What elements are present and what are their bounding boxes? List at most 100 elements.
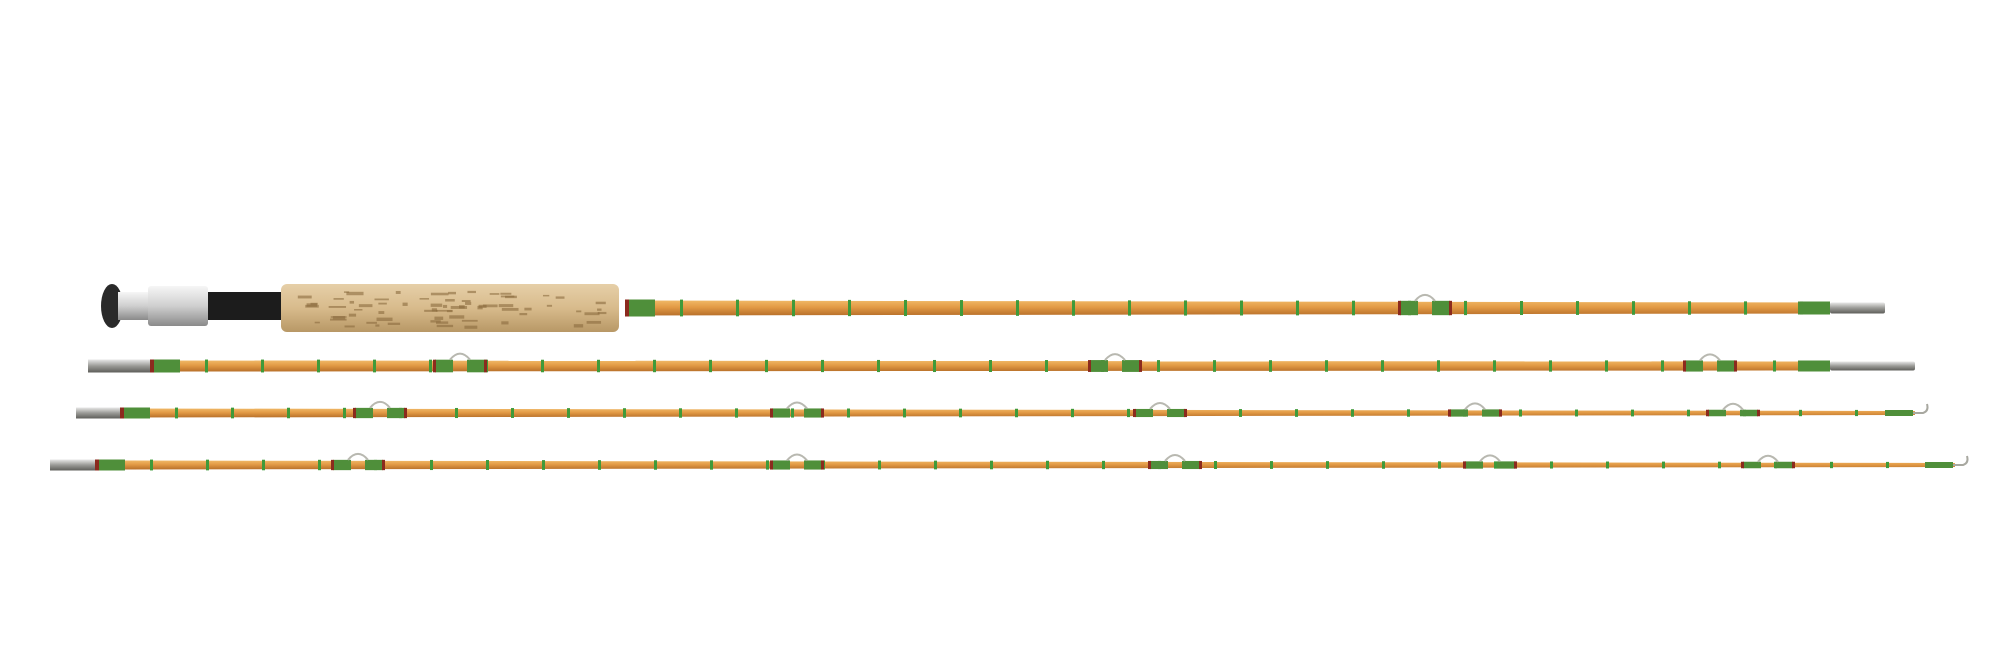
cork-speck bbox=[332, 316, 346, 320]
intermediate-wrap bbox=[654, 460, 657, 470]
guide-tipping bbox=[1139, 360, 1142, 372]
guide-wrap bbox=[1090, 360, 1108, 372]
cork-speck bbox=[448, 291, 456, 295]
intermediate-wrap bbox=[1270, 461, 1273, 469]
intermediate-wrap bbox=[1325, 360, 1328, 372]
cork-speck bbox=[366, 321, 377, 324]
guide-wrap bbox=[1122, 360, 1140, 372]
cork-speck bbox=[374, 298, 389, 301]
intermediate-wrap bbox=[848, 299, 851, 317]
intermediate-wrap bbox=[1773, 360, 1776, 372]
intermediate-wrap bbox=[934, 460, 937, 470]
intermediate-wrap bbox=[542, 460, 545, 470]
cork-speck bbox=[328, 305, 347, 308]
snake-guide bbox=[1699, 353, 1721, 362]
intermediate-wrap bbox=[430, 459, 433, 471]
guide-wrap bbox=[1685, 360, 1703, 372]
intermediate-wrap bbox=[766, 460, 769, 470]
intermediate-wrap bbox=[486, 460, 489, 470]
snake-guide bbox=[1479, 454, 1501, 463]
cork-speck bbox=[482, 304, 498, 308]
snake-guide bbox=[1104, 353, 1126, 361]
tip-top bbox=[1953, 455, 1969, 466]
reel-seat-nut bbox=[148, 286, 208, 326]
cork-speck bbox=[306, 303, 318, 307]
snake-guide bbox=[1414, 293, 1436, 302]
intermediate-wrap bbox=[511, 408, 514, 418]
cork-speck bbox=[445, 299, 455, 302]
cork-grip bbox=[281, 284, 619, 332]
intermediate-wrap bbox=[1046, 460, 1049, 470]
rod-section bbox=[50, 452, 1969, 471]
guide-tipping bbox=[1148, 460, 1151, 470]
cork-speck bbox=[378, 311, 385, 314]
guide-tipping bbox=[770, 460, 773, 470]
guide-tipping bbox=[1741, 461, 1744, 469]
cork-speck bbox=[330, 318, 347, 321]
cork-speck bbox=[333, 298, 344, 300]
butt-cap bbox=[101, 284, 123, 328]
intermediate-wrap bbox=[1494, 461, 1497, 469]
guide-wrap bbox=[387, 407, 405, 419]
intermediate-wrap bbox=[1296, 300, 1299, 316]
intermediate-wrap bbox=[877, 359, 880, 373]
guide-tipping bbox=[1683, 360, 1686, 372]
cork-speck bbox=[542, 294, 550, 297]
guide-wrap bbox=[355, 407, 373, 419]
intermediate-wrap bbox=[1855, 409, 1858, 417]
guide-tipping bbox=[1734, 360, 1737, 372]
intermediate-wrap bbox=[1744, 301, 1747, 315]
intermediate-wrap bbox=[1799, 409, 1802, 417]
cork-speck bbox=[597, 308, 602, 311]
guide-wrap bbox=[1717, 360, 1735, 372]
intermediate-wrap bbox=[1662, 461, 1665, 469]
cork-speck bbox=[387, 322, 401, 325]
guide-wrap bbox=[467, 359, 485, 373]
intermediate-wrap bbox=[1606, 461, 1609, 469]
cork-texture bbox=[297, 290, 607, 329]
snake-guide bbox=[786, 401, 808, 410]
reel-seat bbox=[101, 284, 283, 328]
intermediate-wrap bbox=[1295, 409, 1298, 417]
intermediate-wrap bbox=[1382, 461, 1385, 469]
guide-tipping bbox=[1499, 409, 1502, 417]
intermediate-wrap bbox=[1575, 409, 1578, 417]
snake-guide bbox=[786, 453, 808, 462]
cork-speck bbox=[354, 308, 363, 311]
guide-tipping bbox=[1463, 461, 1466, 469]
guide-tipping bbox=[1792, 461, 1795, 469]
intermediate-wrap bbox=[1632, 301, 1635, 315]
intermediate-wrap bbox=[1239, 409, 1242, 417]
bamboo-blank bbox=[625, 300, 1830, 316]
intermediate-wrap bbox=[1102, 460, 1105, 470]
reel-seat-filler bbox=[208, 292, 283, 320]
intermediate-wrap bbox=[989, 359, 992, 373]
ferrule-wrap bbox=[95, 459, 125, 471]
cork-speck bbox=[346, 291, 364, 296]
guide-wrap bbox=[804, 460, 822, 470]
guide-wrap bbox=[1167, 408, 1185, 418]
guide-tipping bbox=[331, 459, 334, 471]
guide-tipping bbox=[1133, 408, 1136, 418]
intermediate-wrap bbox=[1127, 408, 1130, 418]
intermediate-wrap bbox=[1045, 360, 1048, 372]
cork-speck bbox=[465, 301, 472, 305]
bamboo-blank bbox=[95, 460, 1955, 470]
intermediate-wrap bbox=[1072, 300, 1075, 316]
intermediate-wrap bbox=[1549, 360, 1552, 372]
intermediate-wrap bbox=[1326, 461, 1329, 469]
intermediate-wrap bbox=[1407, 409, 1410, 417]
guide-tipping bbox=[1757, 409, 1760, 417]
ferrule-wrap bbox=[120, 407, 150, 419]
male-ferrule bbox=[1830, 302, 1885, 314]
intermediate-wrap bbox=[1184, 300, 1187, 316]
cork-speck bbox=[500, 292, 512, 295]
ferrule-wrap bbox=[150, 359, 180, 373]
cork-speck bbox=[430, 320, 441, 323]
cork-speck bbox=[450, 305, 468, 309]
cork-speck bbox=[436, 321, 449, 324]
guide-wrap bbox=[333, 459, 351, 471]
cork-speck bbox=[378, 302, 387, 305]
cork-speck bbox=[344, 325, 355, 328]
snake-guide bbox=[1722, 402, 1744, 411]
